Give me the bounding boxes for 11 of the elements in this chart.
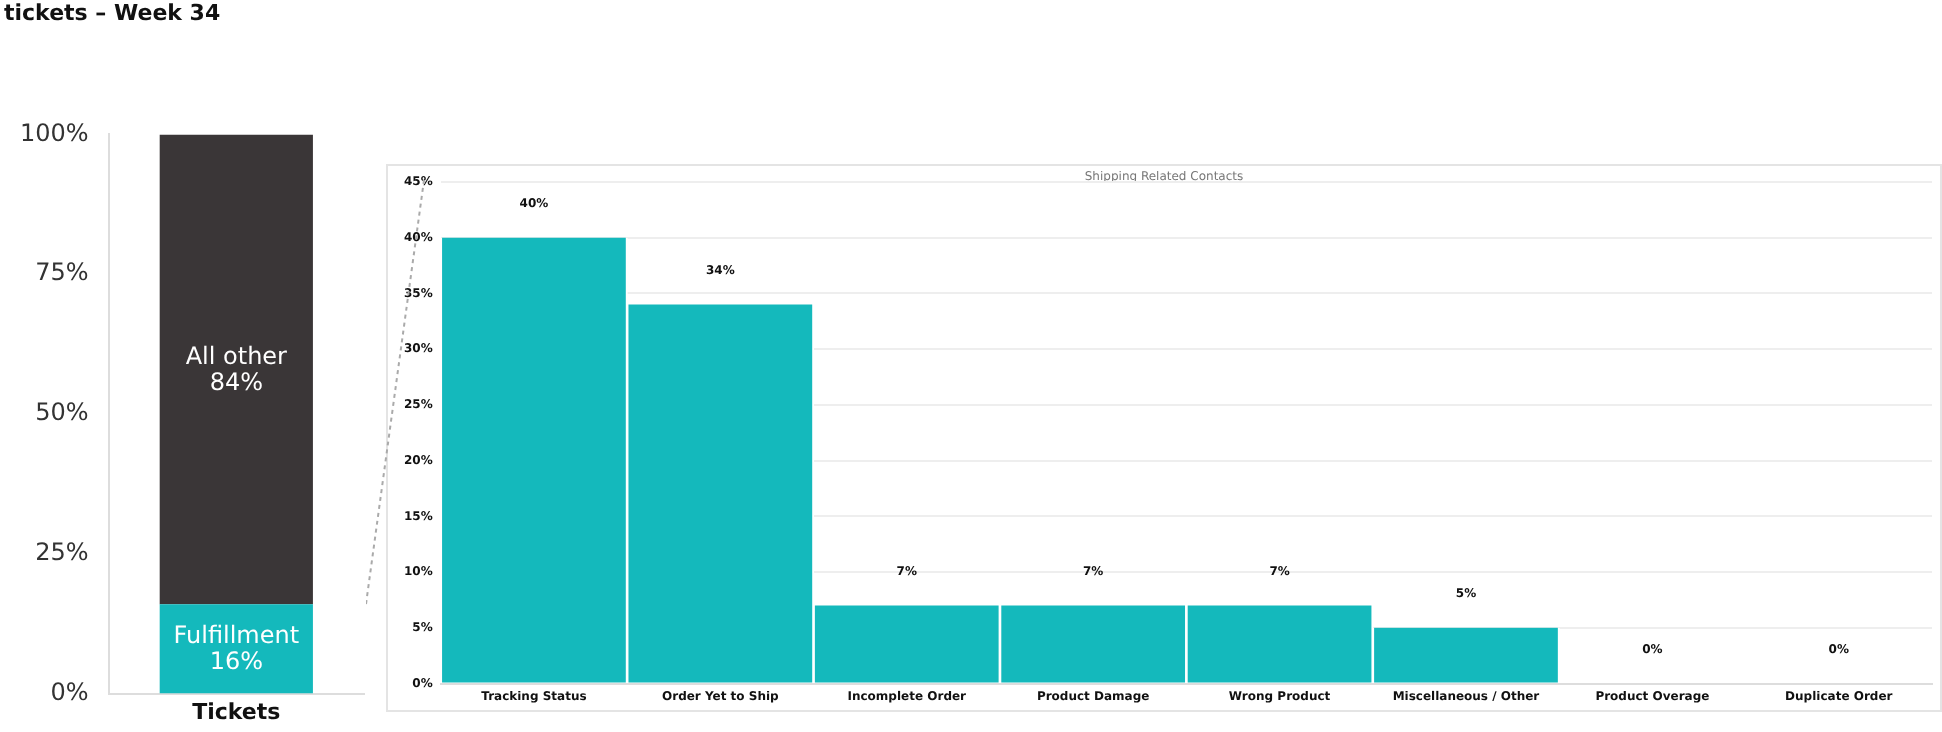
x-tick-label: Tickets: [192, 698, 282, 725]
y-tick-label: 25%: [35, 538, 89, 567]
chart-title: tickets – Week 34: [4, 0, 221, 26]
y-tick-label: 75%: [35, 258, 89, 287]
series-label: All other: [185, 341, 288, 370]
data-label: 16%: [209, 647, 263, 676]
y-tick-label: 100%: [19, 118, 89, 147]
y-tick-label: 50%: [35, 398, 89, 427]
y-tick-label: 0%: [50, 677, 89, 706]
series-label: Fulfillment: [173, 621, 300, 650]
data-label: 84%: [209, 367, 263, 396]
